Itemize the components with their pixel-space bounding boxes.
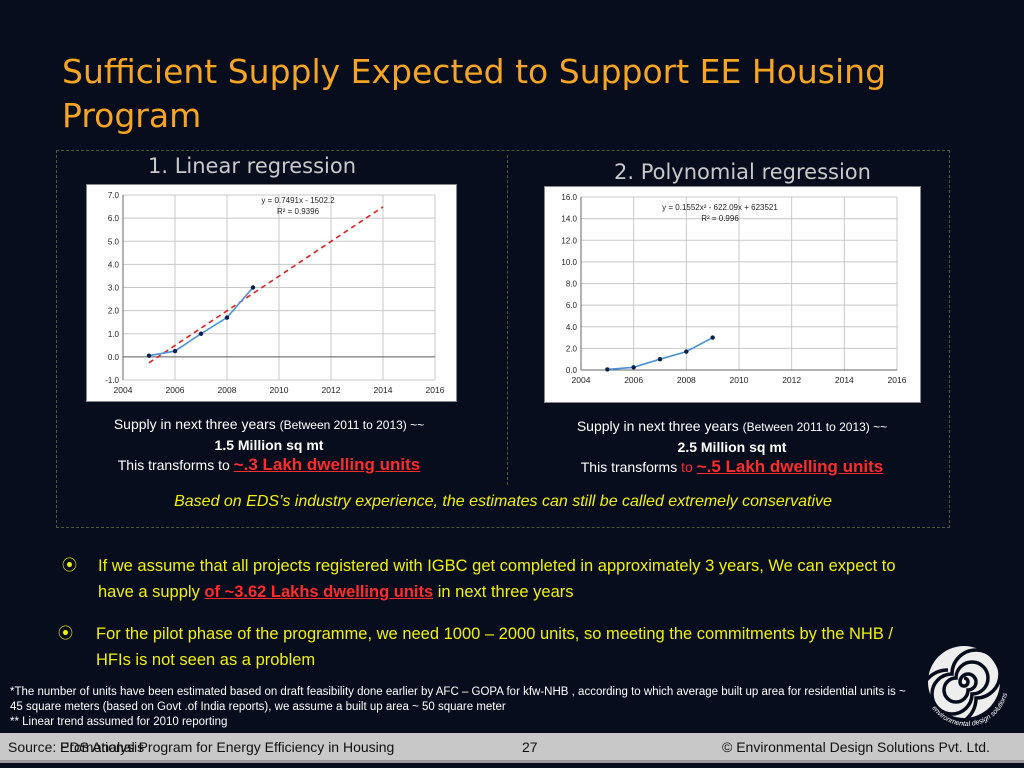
circle-dot-icon: ⦿ bbox=[62, 557, 78, 574]
bullet-1-suffix: in next three years bbox=[433, 583, 574, 601]
footnote-2: ** Linear trend assumed for 2010 reporti… bbox=[10, 716, 228, 728]
right-chart-heading: 2. Polynomial regression bbox=[614, 160, 871, 184]
y-tick-label: 0.0 bbox=[566, 366, 578, 375]
x-tick-label: 2014 bbox=[835, 375, 854, 385]
linear-regression-chart: 2004 2006 2008 2010 2012 2014 2016 -1.0 0.0 1.0 2.… bbox=[86, 184, 457, 402]
y-tick-label: 4.0 bbox=[566, 323, 578, 332]
right-caption-line1: Supply in next three years bbox=[576, 418, 743, 434]
x-tick-label: 2014 bbox=[374, 385, 393, 395]
bullet-item-pilot: ⦿ For the pilot phase of the programme, … bbox=[58, 621, 918, 673]
trendline-r2: R² = 0.9396 bbox=[277, 207, 320, 216]
footnotes: *The number of units have been estimated… bbox=[10, 685, 910, 730]
right-caption-transform: This transforms bbox=[580, 459, 682, 475]
data-point bbox=[146, 353, 152, 358]
data-point bbox=[684, 349, 689, 354]
x-tick-label: 2008 bbox=[218, 385, 237, 395]
right-caption-units: ~.5 Lakh dwelling units bbox=[696, 457, 884, 476]
linear-chart-svg: 2004 2006 2008 2010 2012 2014 2016 -1.0 0.0 1.0 2.… bbox=[105, 191, 445, 395]
x-tick-label: 2004 bbox=[114, 385, 133, 395]
eds-logo: environmental design solutions bbox=[920, 646, 1009, 728]
left-caption: Supply in next three years (Between 2011… bbox=[56, 414, 482, 475]
y-tick-label: 14.0 bbox=[561, 215, 577, 224]
footer-copyright: © Environmental Design Solutions Pvt. Lt… bbox=[722, 739, 990, 755]
x-tick-label: 2012 bbox=[322, 385, 341, 395]
trendline-equation: y = 0.1552x² - 622.09x + 623521 bbox=[662, 203, 778, 212]
footer-program: Promotional Program for Energy Efficienc… bbox=[60, 739, 395, 755]
footer-source: Source: EDS Analysis bbox=[8, 739, 145, 755]
data-point bbox=[198, 331, 204, 336]
y-tick-label: 1.0 bbox=[108, 330, 120, 339]
panel-divider bbox=[507, 155, 508, 485]
y-tick-label: 2.0 bbox=[108, 307, 120, 316]
y-tick-label: 7.0 bbox=[108, 191, 120, 200]
data-point bbox=[250, 285, 256, 290]
x-tick-label: 2010 bbox=[270, 385, 289, 395]
trendline-equation: y = 0.7491x - 1502.2 bbox=[261, 196, 335, 205]
slide-title: Sufficient Supply Expected to Support EE… bbox=[62, 52, 887, 135]
data-point bbox=[710, 335, 715, 340]
x-tick-label: 2004 bbox=[572, 375, 591, 385]
x-tick-label: 2012 bbox=[782, 375, 801, 385]
charts-panel bbox=[56, 150, 950, 528]
y-tick-label: 6.0 bbox=[566, 301, 578, 310]
x-tick-label: 2008 bbox=[677, 375, 696, 385]
footnote-1: *The number of units have been estimated… bbox=[10, 686, 906, 713]
y-tick-label: 12.0 bbox=[561, 236, 577, 245]
y-tick-label: 0.0 bbox=[108, 353, 120, 362]
data-point bbox=[631, 365, 636, 370]
circle-dot-icon: ⦿ bbox=[58, 625, 74, 642]
footer-page-number: 27 bbox=[522, 739, 538, 755]
y-tick-label: 2.0 bbox=[566, 344, 578, 353]
conservative-note: Based on EDS’s industry experience, the … bbox=[174, 493, 832, 510]
series-line bbox=[148, 286, 254, 357]
left-caption-supply: 1.5 Million sq mt bbox=[214, 437, 324, 453]
left-caption-line1: Supply in next three years bbox=[113, 416, 280, 432]
y-tick-label: 16.0 bbox=[561, 193, 577, 202]
y-tick-label: 4.0 bbox=[108, 260, 120, 269]
y-tick-label: 5.0 bbox=[108, 237, 120, 246]
bullet-2-text: For the pilot phase of the programme, we… bbox=[96, 625, 894, 669]
data-point bbox=[224, 315, 230, 320]
y-tick-label: -1.0 bbox=[105, 376, 119, 385]
bullet-1-highlight: of ~3.62 Lakhs dwelling units bbox=[204, 583, 434, 601]
left-caption-period: (Between 2011 to 2013) ~~ bbox=[279, 418, 425, 432]
right-caption-supply: 2.5 Million sq mt bbox=[677, 439, 787, 455]
x-tick-label: 2016 bbox=[426, 385, 445, 395]
left-caption-units: ~.3 Lakh dwelling units bbox=[233, 455, 421, 474]
x-tick-label: 2006 bbox=[624, 375, 643, 385]
y-tick-label: 10.0 bbox=[561, 258, 577, 267]
polynomial-chart-svg: 2004 2006 2008 2010 2012 2014 2016 0.0 2.0 4.0 6.0… bbox=[561, 193, 907, 385]
data-point bbox=[172, 348, 178, 354]
right-caption-period: (Between 2011 to 2013) ~~ bbox=[742, 420, 888, 434]
footer-bar: Promotional Program for Energy Efficienc… bbox=[0, 733, 1024, 763]
right-caption-to: to bbox=[681, 459, 697, 475]
x-tick-label: 2016 bbox=[888, 375, 907, 385]
bullet-1-text: If we assume that all projects registere… bbox=[98, 557, 896, 601]
data-point bbox=[605, 367, 610, 372]
y-tick-label: 6.0 bbox=[108, 214, 120, 223]
y-tick-label: 3.0 bbox=[108, 284, 120, 293]
right-caption: Supply in next three years (Between 2011… bbox=[520, 416, 944, 477]
data-point bbox=[657, 356, 663, 362]
left-chart-heading: 1. Linear regression bbox=[148, 154, 357, 178]
series-line bbox=[607, 336, 714, 371]
bullet-item-igbc: ⦿ If we assume that all projects registe… bbox=[62, 553, 912, 605]
x-tick-label: 2006 bbox=[166, 385, 185, 395]
trendline-r2: R² = 0.996 bbox=[701, 214, 739, 223]
y-tick-label: 8.0 bbox=[566, 280, 578, 289]
left-caption-transform: This transforms to bbox=[117, 457, 234, 473]
x-tick-label: 2010 bbox=[730, 375, 749, 385]
polynomial-regression-chart: 2004 2006 2008 2010 2012 2014 2016 0.0 2.0 4.0 6.0… bbox=[544, 186, 921, 403]
trendline bbox=[148, 206, 384, 364]
footer-edge bbox=[0, 760, 1024, 763]
